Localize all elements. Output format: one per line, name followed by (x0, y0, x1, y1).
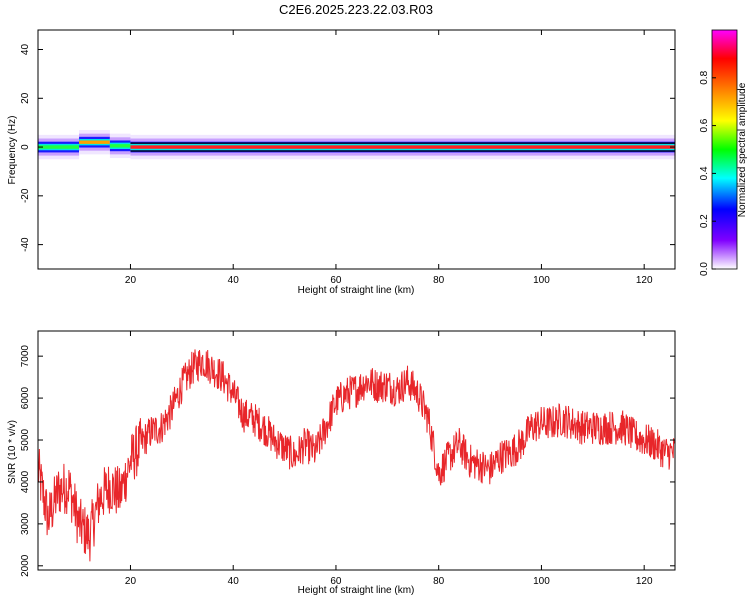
snr-frame (37, 330, 676, 571)
y-tick-label: 0 (20, 144, 31, 150)
x-tick-label: 100 (533, 275, 550, 286)
heatmap-band (109, 144, 131, 148)
y-tick-label: 7000 (20, 345, 31, 368)
x-tick-label: 60 (330, 576, 342, 587)
colorbar-gradient (711, 29, 738, 270)
x-tick-label: 60 (330, 275, 342, 286)
y-tick-label: 4000 (20, 470, 31, 493)
y-tick-label: -40 (20, 237, 31, 252)
snr-series-line (38, 349, 675, 562)
y-tick-label: 5000 (20, 428, 31, 451)
snr-x-axis-label: Height of straight line (km) (298, 585, 415, 596)
heatmap-y-ticks: -40 -20 0 20 40 (20, 44, 675, 252)
x-tick-label: 40 (228, 576, 240, 587)
heatmap-band (130, 145, 675, 149)
colorbar-tick-label: 0.2 (699, 214, 710, 228)
colorbar-tick-label: 0.4 (699, 166, 710, 180)
colorbar-tick-label: 0.8 (699, 70, 710, 84)
heatmap-x-axis-label: Height of straight line (km) (298, 285, 415, 296)
y-tick-label: 6000 (20, 387, 31, 410)
heatmap-marks (38, 129, 675, 160)
figure-title: C2E6.2025.223.22.03.R03 (279, 2, 433, 17)
heatmap-band (38, 145, 80, 149)
x-tick-label: 80 (433, 275, 445, 286)
heatmap-y-axis-label: Frequency (Hz) (7, 116, 18, 185)
x-tick-label: 120 (636, 275, 653, 286)
colorbar: 0.0 0.2 0.4 0.6 0.8 Normalized spectral ampl… (699, 29, 748, 276)
heatmap-x-ticks: 20 40 60 80 100 120 (125, 30, 653, 286)
colorbar-ticks: 0.0 0.2 0.4 0.6 0.8 (699, 70, 716, 276)
frequency-heatmap: 20 40 60 80 100 120 -40 -20 0 20 40 Height of str… (7, 29, 676, 296)
x-tick-label: 20 (125, 275, 137, 286)
y-tick-label: 3000 (20, 512, 31, 535)
y-tick-label: 20 (20, 92, 31, 104)
colorbar-label: Normalized spectral amplitude (737, 82, 748, 217)
x-tick-label: 80 (433, 576, 445, 587)
snr-y-axis-label: SNR (10 * v/v) (7, 420, 18, 484)
x-tick-label: 100 (533, 576, 550, 587)
heatmap-frame (37, 29, 676, 270)
heatmap-band (79, 140, 110, 144)
colorbar-tick-label: 0.6 (699, 118, 710, 132)
snr-y-ticks: 2000 3000 4000 5000 6000 7000 (20, 345, 675, 577)
y-tick-label: -20 (20, 188, 31, 203)
snr-x-ticks: 20 40 60 80 100 120 (125, 331, 653, 587)
snr-line-chart: 20 40 60 80 100 120 200030004000500060007000 … (7, 330, 676, 596)
x-tick-label: 20 (125, 576, 137, 587)
snr-plot-area (38, 331, 675, 570)
x-tick-label: 40 (228, 275, 240, 286)
colorbar-tick-label: 0.0 (699, 262, 710, 276)
y-tick-label: 40 (20, 44, 31, 56)
y-tick-label: 2000 (20, 554, 31, 577)
x-tick-label: 120 (636, 576, 653, 587)
